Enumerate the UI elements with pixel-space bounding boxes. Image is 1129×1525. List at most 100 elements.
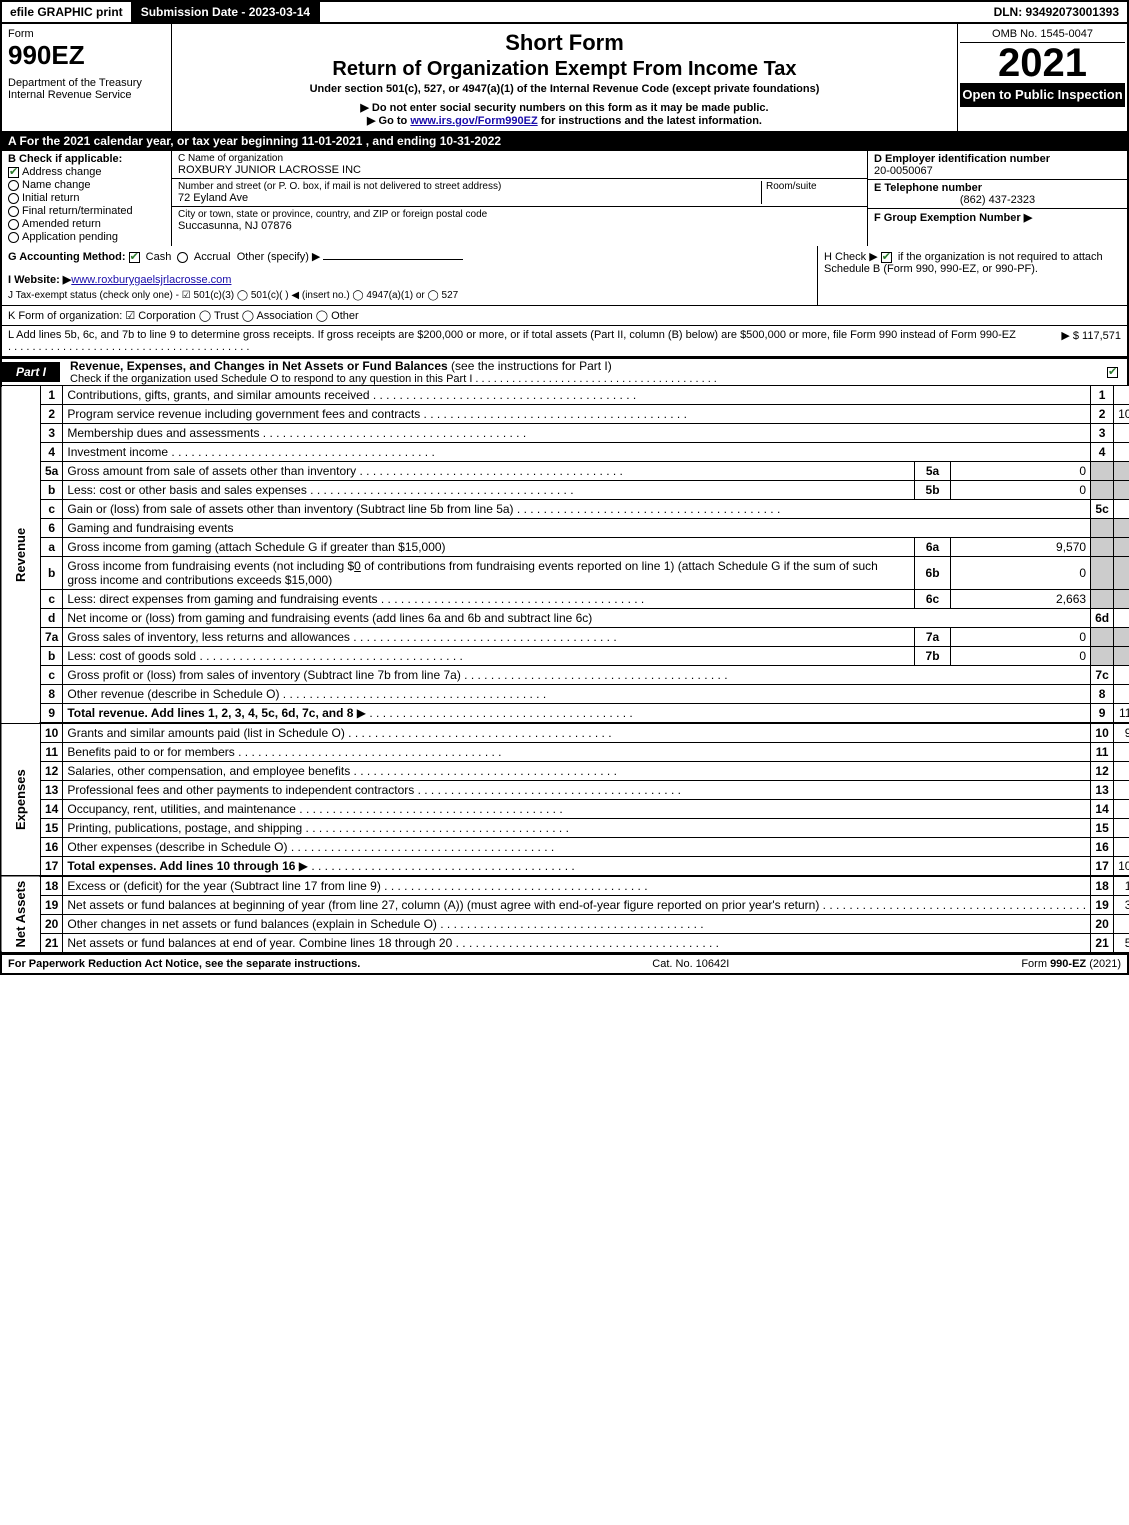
line-11: 11 Benefits paid to or for members 11 0 <box>1 743 1129 762</box>
line-rval: 0 <box>1114 666 1129 685</box>
row-j: J Tax-exempt status (check only one) - ☑… <box>8 290 811 301</box>
shade <box>1091 590 1114 609</box>
checkbox-icon <box>8 219 19 230</box>
line-rval: 0 <box>1114 819 1129 838</box>
line-5a: 5a Gross amount from sale of assets othe… <box>1 462 1129 481</box>
org-name-value: ROXBURY JUNIOR LACROSSE INC <box>178 164 861 176</box>
row-l-desc: L Add lines 5b, 6c, and 7b to line 9 to … <box>8 329 1016 341</box>
chk-name-change[interactable]: Name change <box>8 179 165 191</box>
part-checkbox <box>1107 365 1127 379</box>
line-num: 21 <box>41 934 63 953</box>
line-rval: 0 <box>1114 781 1129 800</box>
line-rnum: 4 <box>1091 443 1114 462</box>
line-rnum: 19 <box>1091 896 1114 915</box>
line-desc: Gross sales of inventory, less returns a… <box>67 630 350 644</box>
dln-label: DLN: 93492073001393 <box>986 3 1127 21</box>
line-rnum: 1 <box>1091 386 1114 405</box>
line-desc: Membership dues and assessments <box>67 426 259 440</box>
line-desc: Gaming and fundraising events <box>63 519 1091 538</box>
part-tab: Part I <box>2 362 60 382</box>
website-label: I Website: ▶ <box>8 274 71 286</box>
chk-application-pending[interactable]: Application pending <box>8 231 165 243</box>
line-num: 3 <box>41 424 63 443</box>
ein-value: 20-0050067 <box>874 165 1121 177</box>
line-rval: 6,907 <box>1114 609 1129 628</box>
footer-left: For Paperwork Reduction Act Notice, see … <box>8 958 360 970</box>
row-l-amount: ▶ $ 117,571 <box>1061 329 1121 353</box>
page-footer: For Paperwork Reduction Act Notice, see … <box>0 953 1129 975</box>
line-1: Revenue 1 Contributions, gifts, grants, … <box>1 386 1129 405</box>
schedule-b-check: H Check ▶ if the organization is not req… <box>817 246 1127 305</box>
row-a-tax-year: A For the 2021 calendar year, or tax yea… <box>0 132 1129 151</box>
line-21: 21 Net assets or fund balances at end of… <box>1 934 1129 953</box>
form-title-1: Short Form <box>180 30 949 56</box>
line-num: 12 <box>41 762 63 781</box>
line-num: 9 <box>41 704 63 724</box>
part-1-header: Part I Revenue, Expenses, and Changes in… <box>0 357 1129 386</box>
sub-val: 2,663 <box>951 590 1091 609</box>
website-link[interactable]: www.roxburygaelsjrlacrosse.com <box>71 274 231 286</box>
line-rval: 98,407 <box>1114 723 1129 743</box>
ein-label: D Employer identification number <box>874 153 1121 165</box>
line-7b: b Less: cost of goods sold 7b 0 <box>1 647 1129 666</box>
chk-address-change[interactable]: Address change <box>8 166 165 178</box>
expenses-label: Expenses <box>1 723 41 876</box>
row-l: L Add lines 5b, 6c, and 7b to line 9 to … <box>0 326 1129 357</box>
shade <box>1114 557 1129 590</box>
shade <box>1114 628 1129 647</box>
line-desc-pre: Gross income from fundraising events (no… <box>67 559 354 573</box>
line-num: d <box>41 609 63 628</box>
line-num: 17 <box>41 857 63 877</box>
line-num: 4 <box>41 443 63 462</box>
header-left: Form 990EZ Department of the Treasury In… <box>2 24 172 131</box>
footer-form: 990-EZ <box>1050 958 1086 970</box>
room-label: Room/suite <box>766 181 861 192</box>
line-desc: Total expenses. Add lines 10 through 16 <box>67 859 295 873</box>
part-title-paren: (see the instructions for Part I) <box>451 359 612 373</box>
irs-link[interactable]: www.irs.gov/Form990EZ <box>410 115 537 127</box>
shade <box>1091 538 1114 557</box>
shade <box>1114 538 1129 557</box>
line-6d: d Net income or (loss) from gaming and f… <box>1 609 1129 628</box>
checkbox-icon <box>8 232 19 243</box>
sub-val: 9,570 <box>951 538 1091 557</box>
line-num: 19 <box>41 896 63 915</box>
g-label: G Accounting Method: <box>8 251 126 263</box>
phone-value: (862) 437-2323 <box>874 194 1121 206</box>
line-desc: Program service revenue including govern… <box>67 407 420 421</box>
line-num: b <box>41 557 63 590</box>
footer-mid: Cat. No. 10642I <box>652 958 729 970</box>
line-16: 16 Other expenses (describe in Schedule … <box>1 838 1129 857</box>
line-10: Expenses 10 Grants and similar amounts p… <box>1 723 1129 743</box>
efile-label[interactable]: efile GRAPHIC print <box>2 3 131 21</box>
chk-initial-return[interactable]: Initial return <box>8 192 165 204</box>
dots <box>8 341 308 353</box>
city-label: City or town, state or province, country… <box>178 209 861 220</box>
line-rval: 100,381 <box>1114 857 1129 877</box>
sub-val: 0 <box>951 628 1091 647</box>
line-desc: Excess or (deficit) for the year (Subtra… <box>67 879 380 893</box>
line-rnum: 20 <box>1091 915 1114 934</box>
shade <box>1114 462 1129 481</box>
chk-final-return[interactable]: Final return/terminated <box>8 205 165 217</box>
line-rval: 14,527 <box>1114 876 1129 896</box>
line-rval: 114,908 <box>1114 704 1129 724</box>
line-rval: 0 <box>1114 685 1129 704</box>
line-19: 19 Net assets or fund balances at beginn… <box>1 896 1129 915</box>
line-8: 8 Other revenue (describe in Schedule O)… <box>1 685 1129 704</box>
chk-label: Amended return <box>22 218 101 230</box>
line-7c: c Gross profit or (loss) from sales of i… <box>1 666 1129 685</box>
line-2: 2 Program service revenue including gove… <box>1 405 1129 424</box>
line-desc: Other revenue (describe in Schedule O) <box>67 687 279 701</box>
line-num: 20 <box>41 915 63 934</box>
line-num: 2 <box>41 405 63 424</box>
header-sub2: ▶ Do not enter social security numbers o… <box>180 101 949 114</box>
city-cell: City or town, state or province, country… <box>172 207 867 234</box>
line-rnum: 7c <box>1091 666 1114 685</box>
line-num: 18 <box>41 876 63 896</box>
chk-amended-return[interactable]: Amended return <box>8 218 165 230</box>
line-17: 17 Total expenses. Add lines 10 through … <box>1 857 1129 877</box>
line-desc: Printing, publications, postage, and shi… <box>67 821 302 835</box>
sub-num: 6c <box>915 590 951 609</box>
line-rnum: 5c <box>1091 500 1114 519</box>
